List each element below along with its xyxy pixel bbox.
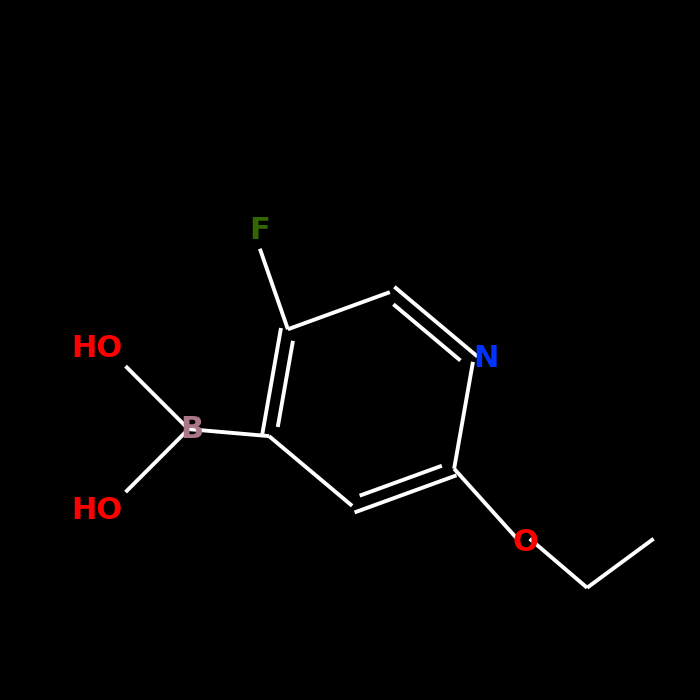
Text: B: B	[181, 414, 204, 444]
Text: F: F	[249, 216, 270, 245]
Text: O: O	[512, 528, 538, 556]
Text: N: N	[473, 344, 498, 373]
Text: HO: HO	[71, 496, 122, 524]
Text: HO: HO	[71, 334, 122, 363]
